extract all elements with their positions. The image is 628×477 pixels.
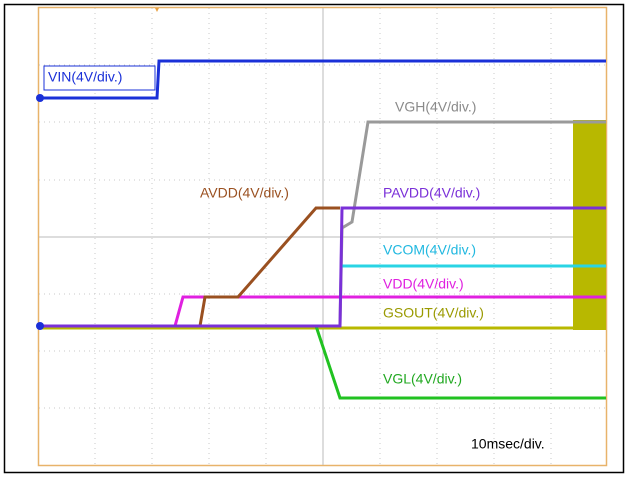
timebase-label: 10msec/div. (471, 436, 545, 452)
pavdd-label: PAVDD(4V/div.) (383, 185, 480, 201)
trigger-marker (155, 8, 159, 12)
vin-label: VIN(4V/div.) (48, 69, 122, 85)
vin-trace (39, 59, 606, 100)
grid (39, 8, 606, 465)
vgl-label: VGL(4V/div.) (383, 371, 462, 387)
vcom-label: VCOM(4V/div.) (383, 242, 476, 258)
vdd-label: VDD(4V/div.) (383, 276, 464, 292)
avdd-label: AVDD(4V/div.) (200, 185, 289, 201)
gsout-label: GSOUT(4V/div.) (383, 305, 484, 321)
ch-marker (36, 94, 44, 102)
vgh-label: VGH(4V/div.) (395, 99, 476, 115)
vin-label-box (43, 65, 156, 91)
pavdd-trace (39, 206, 606, 328)
avdd-trace (198, 206, 340, 327)
gsout-burst (573, 120, 606, 330)
ch-marker (36, 322, 44, 330)
